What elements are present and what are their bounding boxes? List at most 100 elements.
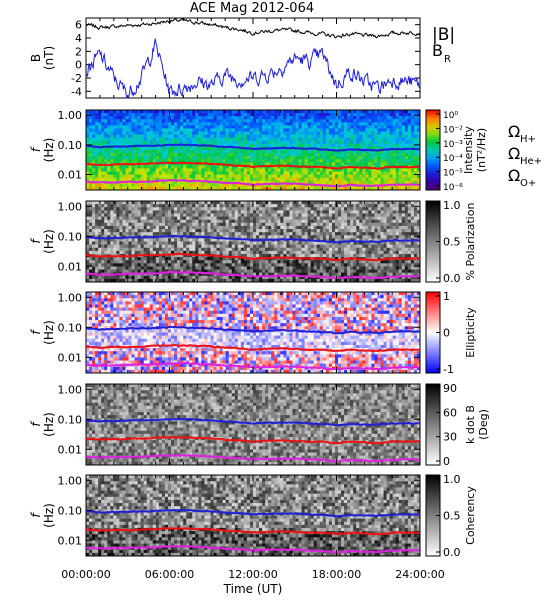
y-axis-unit: (Hz) [42,138,56,163]
y-tick-label: -4 [71,85,82,98]
colorbar-tick-label: 0 [443,455,450,468]
colorbar-title: % Polarization [464,203,477,281]
series-line--b- [85,17,421,39]
gyro-line-h-plus [85,325,421,335]
y-axis-unit: (Hz) [42,503,56,528]
y-axis-label: f [29,146,43,152]
colorbar-kdotb: 90 60 30 0 k dot B (Deg) [425,382,490,468]
gyro-legend-sub: He+ [520,156,542,167]
gyro-line-he-plus [85,252,421,262]
colorbar-polarization: 1.0 0.5 0.0% Polarization [425,199,477,285]
y-tick-label: 0.01 [58,260,83,273]
y-tick-label: -2 [71,72,82,85]
y-axis-label: f [29,238,43,244]
gyro-legend: Ω H+Ω He+Ω O+ [508,122,542,189]
colorbar-title: Ellipticity [464,307,477,358]
legend-label-br: B [432,41,443,60]
colorbar-bar [425,383,441,466]
gyro-legend-omega: Ω [508,144,520,163]
gyro-line-he-plus [85,344,421,353]
colorbar-tick-label: 10⁰ [443,111,458,121]
colorbar-title: k dot B [464,405,477,444]
y-tick-label: 1.00 [58,474,83,487]
colorbar-title: Coherency [464,486,477,545]
colorbar-tick-label: 90 [443,382,457,395]
figure-title: ACE Mag 2012-064 [190,1,314,16]
x-tick-label: 06:00:00 [145,568,194,581]
y-tick-label: 2 [75,45,82,58]
y-tick-label: 0 [75,59,82,72]
colorbar-tick-label: -1 [443,363,454,376]
y-tick-label: 0.01 [58,169,83,182]
panel-kdotb: 1.00 0.10 0.01 f (Hz) 90 60 30 0 k dot B (Deg) [29,382,490,468]
gyro-legend-sub: H+ [520,134,536,145]
gyro-line-h-plus [85,143,421,152]
y-axis-unit: (nT) [42,46,56,70]
gyro-legend-omega: Ω [508,122,520,141]
y-tick-label: 1.00 [58,291,83,304]
colorbar-tick-label: 60 [443,406,457,419]
gyro-line-he-plus [85,435,421,445]
heatmap-kdotb [86,384,421,466]
y-tick-label: 1.00 [58,109,83,122]
series-line-b-r [85,38,421,99]
colorbar-tick-label: 0.5 [443,510,461,523]
y-tick-label: 0.10 [58,139,83,152]
y-tick-label: 1.00 [58,200,83,213]
x-tick-label: 12:00:00 [228,568,277,581]
y-tick-label: 1.00 [58,383,83,396]
heatmap-polarization [86,201,421,283]
x-tick-label: 18:00:00 [312,568,361,581]
y-axis-unit: (Hz) [42,229,56,254]
colorbar-title: Intensity [462,126,475,174]
y-axis-unit: (Hz) [42,412,56,437]
colorbar-tick-label: 1.0 [443,473,461,486]
colorbar-tick-label: 0.0 [443,272,461,285]
y-tick-label: 0.01 [58,443,83,456]
x-tick-label: 24:00:00 [395,568,444,581]
colorbar-bar [425,109,441,191]
legend-label-b-magnitude: |B| [432,25,455,45]
colorbar-tick-label: 10⁻⁵ [443,169,463,179]
colorbar-title: (nT²/Hz) [475,128,488,172]
colorbar-tick-label: 1.0 [443,199,461,212]
gyro-line-he-plus [85,161,421,170]
gyro-legend-sub: O+ [520,178,536,189]
colorbar-tick-label: 10⁻³ [443,140,463,150]
colorbar-tick-label: 0.0 [443,546,461,559]
y-tick-label: 0.10 [58,230,83,243]
colorbar-tick-label: 0.5 [443,236,461,249]
colorbar-tick-label: 1 [443,290,450,303]
heatmap-intensity [86,110,421,191]
colorbar-tick-label: 10⁻⁴ [443,154,463,164]
gyro-line-h-plus [85,417,421,427]
plot-frame [85,17,421,99]
legend-sub-r: R [444,54,451,65]
legend: |B|B R [432,25,455,65]
y-axis-label: f [29,329,43,335]
panel-ellipticity: 1.00 0.10 0.01 f (Hz) 1 0 -1 Ellipticity [29,290,477,376]
colorbar-ellipticity: 1 0 -1 Ellipticity [425,290,477,376]
gyro-line-h-plus [85,234,421,244]
gyro-legend-omega: Ω [508,166,520,185]
colorbar-intensity: 10⁰ 10⁻² 10⁻³ 10⁻⁴ 10⁻⁵ 10⁻⁶ Intensity (nT²/Hz) [425,109,488,193]
x-tick-label: 00:00:00 [61,568,110,581]
y-axis-label: f [29,512,43,518]
y-tick-label: 0.01 [58,534,83,547]
colorbar-tick-label: 10⁻² [443,125,463,135]
y-tick-label: 0.10 [58,413,83,426]
y-tick-label: 0.10 [58,504,83,517]
colorbar-title: (Deg) [477,409,490,440]
y-axis-label: B [29,54,43,62]
y-tick-label: 4 [75,32,82,45]
y-axis-unit: (Hz) [42,320,56,345]
panel-polarization: 1.00 0.10 0.01 f (Hz) 1.0 0.5 0.0% Polarization [29,199,477,285]
gyro-line-h-plus [86,508,421,518]
y-tick-label: 0.10 [58,321,83,334]
colorbar-tick-label: 0 [443,327,450,340]
